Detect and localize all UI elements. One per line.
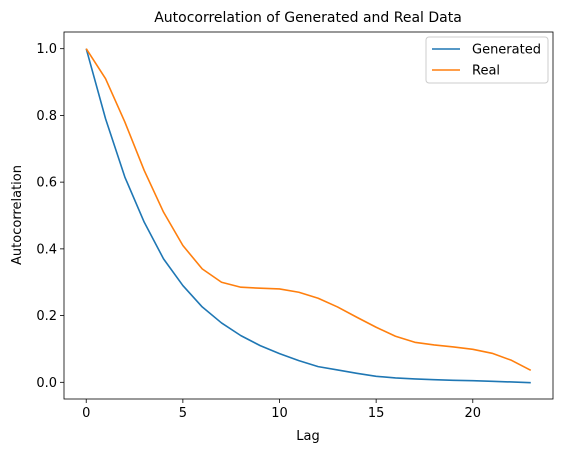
y-tick-label: 0.0 [36, 376, 57, 391]
x-tick-label: 15 [368, 406, 385, 421]
y-axis: 0.0 0.2 0.4 0.6 0.8 1.0 [36, 42, 64, 391]
chart-title: Autocorrelation of Generated and Real Da… [154, 10, 462, 26]
x-tick-label: 10 [271, 406, 288, 421]
legend: Generated Real [425, 36, 549, 84]
x-tick-label: 0 [82, 406, 90, 421]
series-line-generated [85, 48, 531, 384]
y-axis-label: Autocorrelation [10, 165, 25, 265]
y-tick-label: 1.0 [36, 42, 57, 57]
y-tick-label: 0.2 [36, 309, 57, 324]
plot-area: 0 5 10 15 20 0.0 0.2 0.4 0.6 0.8 1.0 [36, 31, 554, 421]
legend-label-generated: Generated [472, 43, 541, 58]
series-line-real [85, 48, 532, 372]
y-tick-label: 0.4 [36, 242, 57, 257]
legend-label-real: Real [472, 64, 500, 79]
x-tick-label: 20 [465, 406, 482, 421]
y-tick-label: 0.6 [36, 176, 57, 191]
plot-frame [63, 31, 554, 400]
x-axis: 0 5 10 15 20 [82, 399, 481, 421]
x-tick-label: 5 [179, 406, 187, 421]
x-axis-label: Lag [296, 429, 319, 444]
y-tick-label: 0.8 [36, 109, 57, 124]
series-lines [85, 48, 532, 384]
